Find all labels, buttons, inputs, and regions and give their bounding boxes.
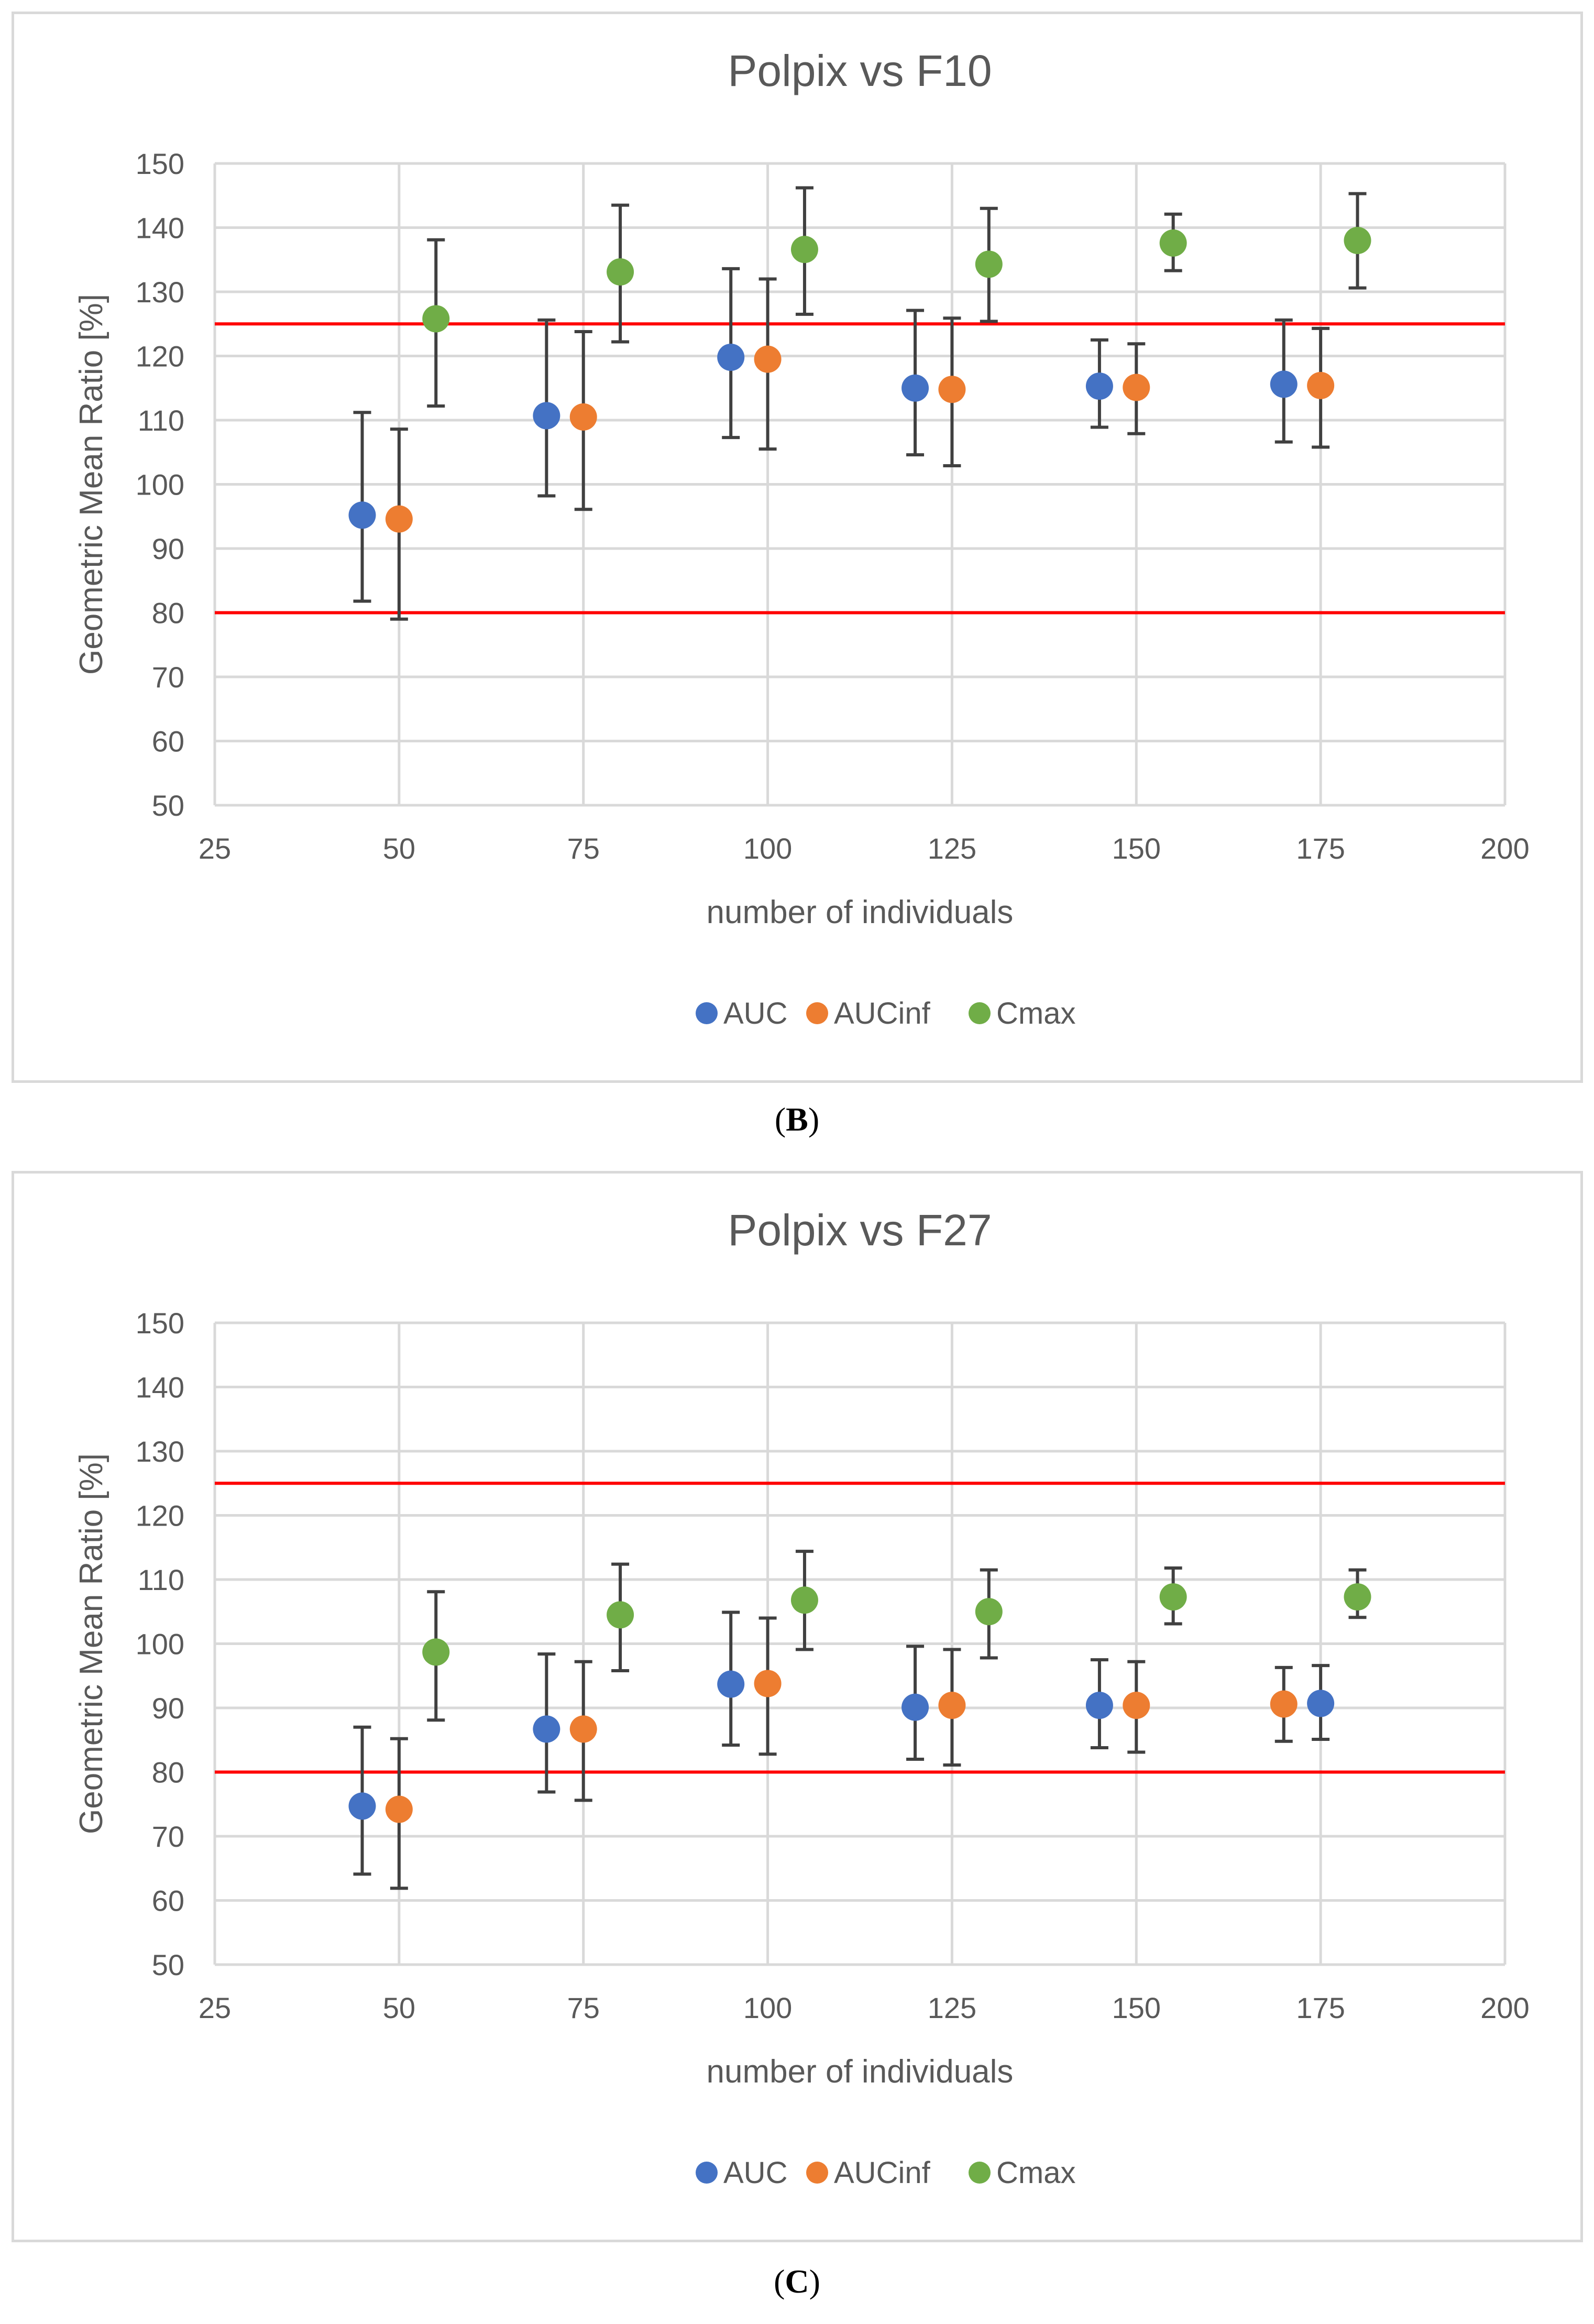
data-point-cmax [975,1598,1003,1626]
x-tick-label: 200 [1480,1991,1529,2024]
legend-label-cmax: Cmax [996,996,1075,1031]
y-tick-label: 140 [136,212,184,245]
data-point-aucinf [754,1670,782,1697]
data-point-aucinf [1123,1692,1150,1719]
legend-marker-auc [696,1002,718,1024]
legend-marker-auc [696,2162,718,2184]
legend-marker-cmax [969,1002,991,1024]
y-tick-label: 150 [136,1307,184,1340]
y-tick-label: 130 [136,276,184,309]
data-point-auc [533,1715,560,1743]
x-tick-label: 100 [743,1991,792,2024]
data-point-aucinf [1123,374,1150,401]
legend-label-cmax: Cmax [996,2156,1075,2190]
data-point-cmax [422,305,450,333]
y-tick-label: 140 [136,1371,184,1404]
data-point-auc [533,402,560,430]
y-axis-label: Geometric Mean Ratio [%] [73,294,109,675]
x-axis-label: number of individuals [707,894,1014,930]
data-point-aucinf [569,1715,597,1743]
data-point-auc [717,1670,745,1698]
legend-label-auc: AUC [723,2156,787,2190]
y-tick-label: 50 [152,1948,184,1981]
data-point-auc [1307,1690,1335,1717]
data-point-cmax [1159,1583,1187,1611]
x-tick-label: 175 [1296,1991,1345,2024]
data-point-aucinf [938,1692,966,1719]
data-point-auc [1085,1692,1113,1719]
data-point-auc [1270,370,1298,398]
x-tick-label: 75 [567,1991,600,2024]
data-point-aucinf [1307,371,1335,399]
y-tick-label: 110 [138,1563,184,1596]
data-point-cmax [975,250,1003,278]
data-point-auc [348,501,376,529]
data-point-auc [717,343,745,371]
x-tick-label: 25 [199,832,231,865]
legend-label-aucinf: AUCinf [834,996,931,1031]
x-tick-label: 125 [928,1991,976,2024]
data-point-cmax [607,258,634,286]
x-axis-label: number of individuals [707,2054,1014,2090]
data-point-auc [348,1792,376,1820]
y-tick-label: 70 [152,1820,184,1853]
legend-marker-aucinf [806,1002,828,1024]
panel-label-b: (B) [774,1101,820,1138]
chart-title: Polpix vs F27 [728,1205,992,1255]
x-tick-label: 50 [383,1991,415,2024]
x-tick-label: 175 [1296,832,1345,865]
x-tick-label: 200 [1480,832,1529,865]
y-tick-label: 60 [152,1884,184,1917]
data-point-cmax [790,1586,818,1614]
y-tick-label: 80 [152,1756,184,1789]
x-tick-label: 50 [383,832,415,865]
legend-label-aucinf: AUCinf [834,2156,931,2190]
y-tick-label: 90 [152,532,184,565]
y-tick-label: 120 [136,1499,184,1532]
data-point-cmax [607,1601,634,1629]
data-point-cmax [1344,227,1371,254]
data-point-aucinf [754,345,782,373]
chart-c-svg: Polpix vs F27 50 60 70 80 90 100 110 120 130 140 15… [73,1205,1530,2190]
y-tick-label: 110 [138,404,184,437]
data-point-aucinf [385,505,413,533]
y-tick-label: 120 [136,340,184,373]
data-point-cmax [422,1638,450,1666]
y-tick-label: 60 [152,725,184,758]
y-tick-label: 70 [152,661,184,694]
y-tick-label: 80 [152,597,184,630]
x-tick-label: 150 [1112,1991,1161,2024]
y-axis-label: Geometric Mean Ratio [%] [73,1453,109,1834]
y-tick-label: 90 [152,1692,184,1725]
data-point-aucinf [385,1795,413,1823]
x-tick-label: 25 [199,1991,231,2024]
data-point-auc [902,374,929,402]
panel-label-c: (C) [774,2263,820,2300]
x-tick-label: 75 [567,832,600,865]
y-tick-label: 100 [136,468,184,501]
data-point-cmax [790,236,818,264]
data-point-auc [902,1693,929,1721]
data-point-cmax [1344,1583,1371,1611]
data-point-aucinf [1270,1690,1298,1718]
x-tick-label: 150 [1112,832,1161,865]
legend-marker-cmax [969,2162,991,2184]
legend-marker-aucinf [806,2162,828,2184]
data-point-auc [1085,372,1113,400]
y-tick-label: 150 [136,147,184,180]
chart-b-svg: Polpix vs F10 50 60 70 80 90 100 110 120 130 140 15… [73,46,1530,1031]
chart-title: Polpix vs F10 [728,46,992,95]
data-point-cmax [1159,229,1187,257]
data-point-aucinf [938,376,966,403]
y-tick-label: 50 [152,789,184,822]
y-tick-label: 100 [136,1628,184,1661]
x-tick-label: 100 [743,832,792,865]
x-tick-label: 125 [928,832,976,865]
data-point-aucinf [569,403,597,431]
y-tick-label: 130 [136,1435,184,1468]
legend-label-auc: AUC [723,996,787,1031]
